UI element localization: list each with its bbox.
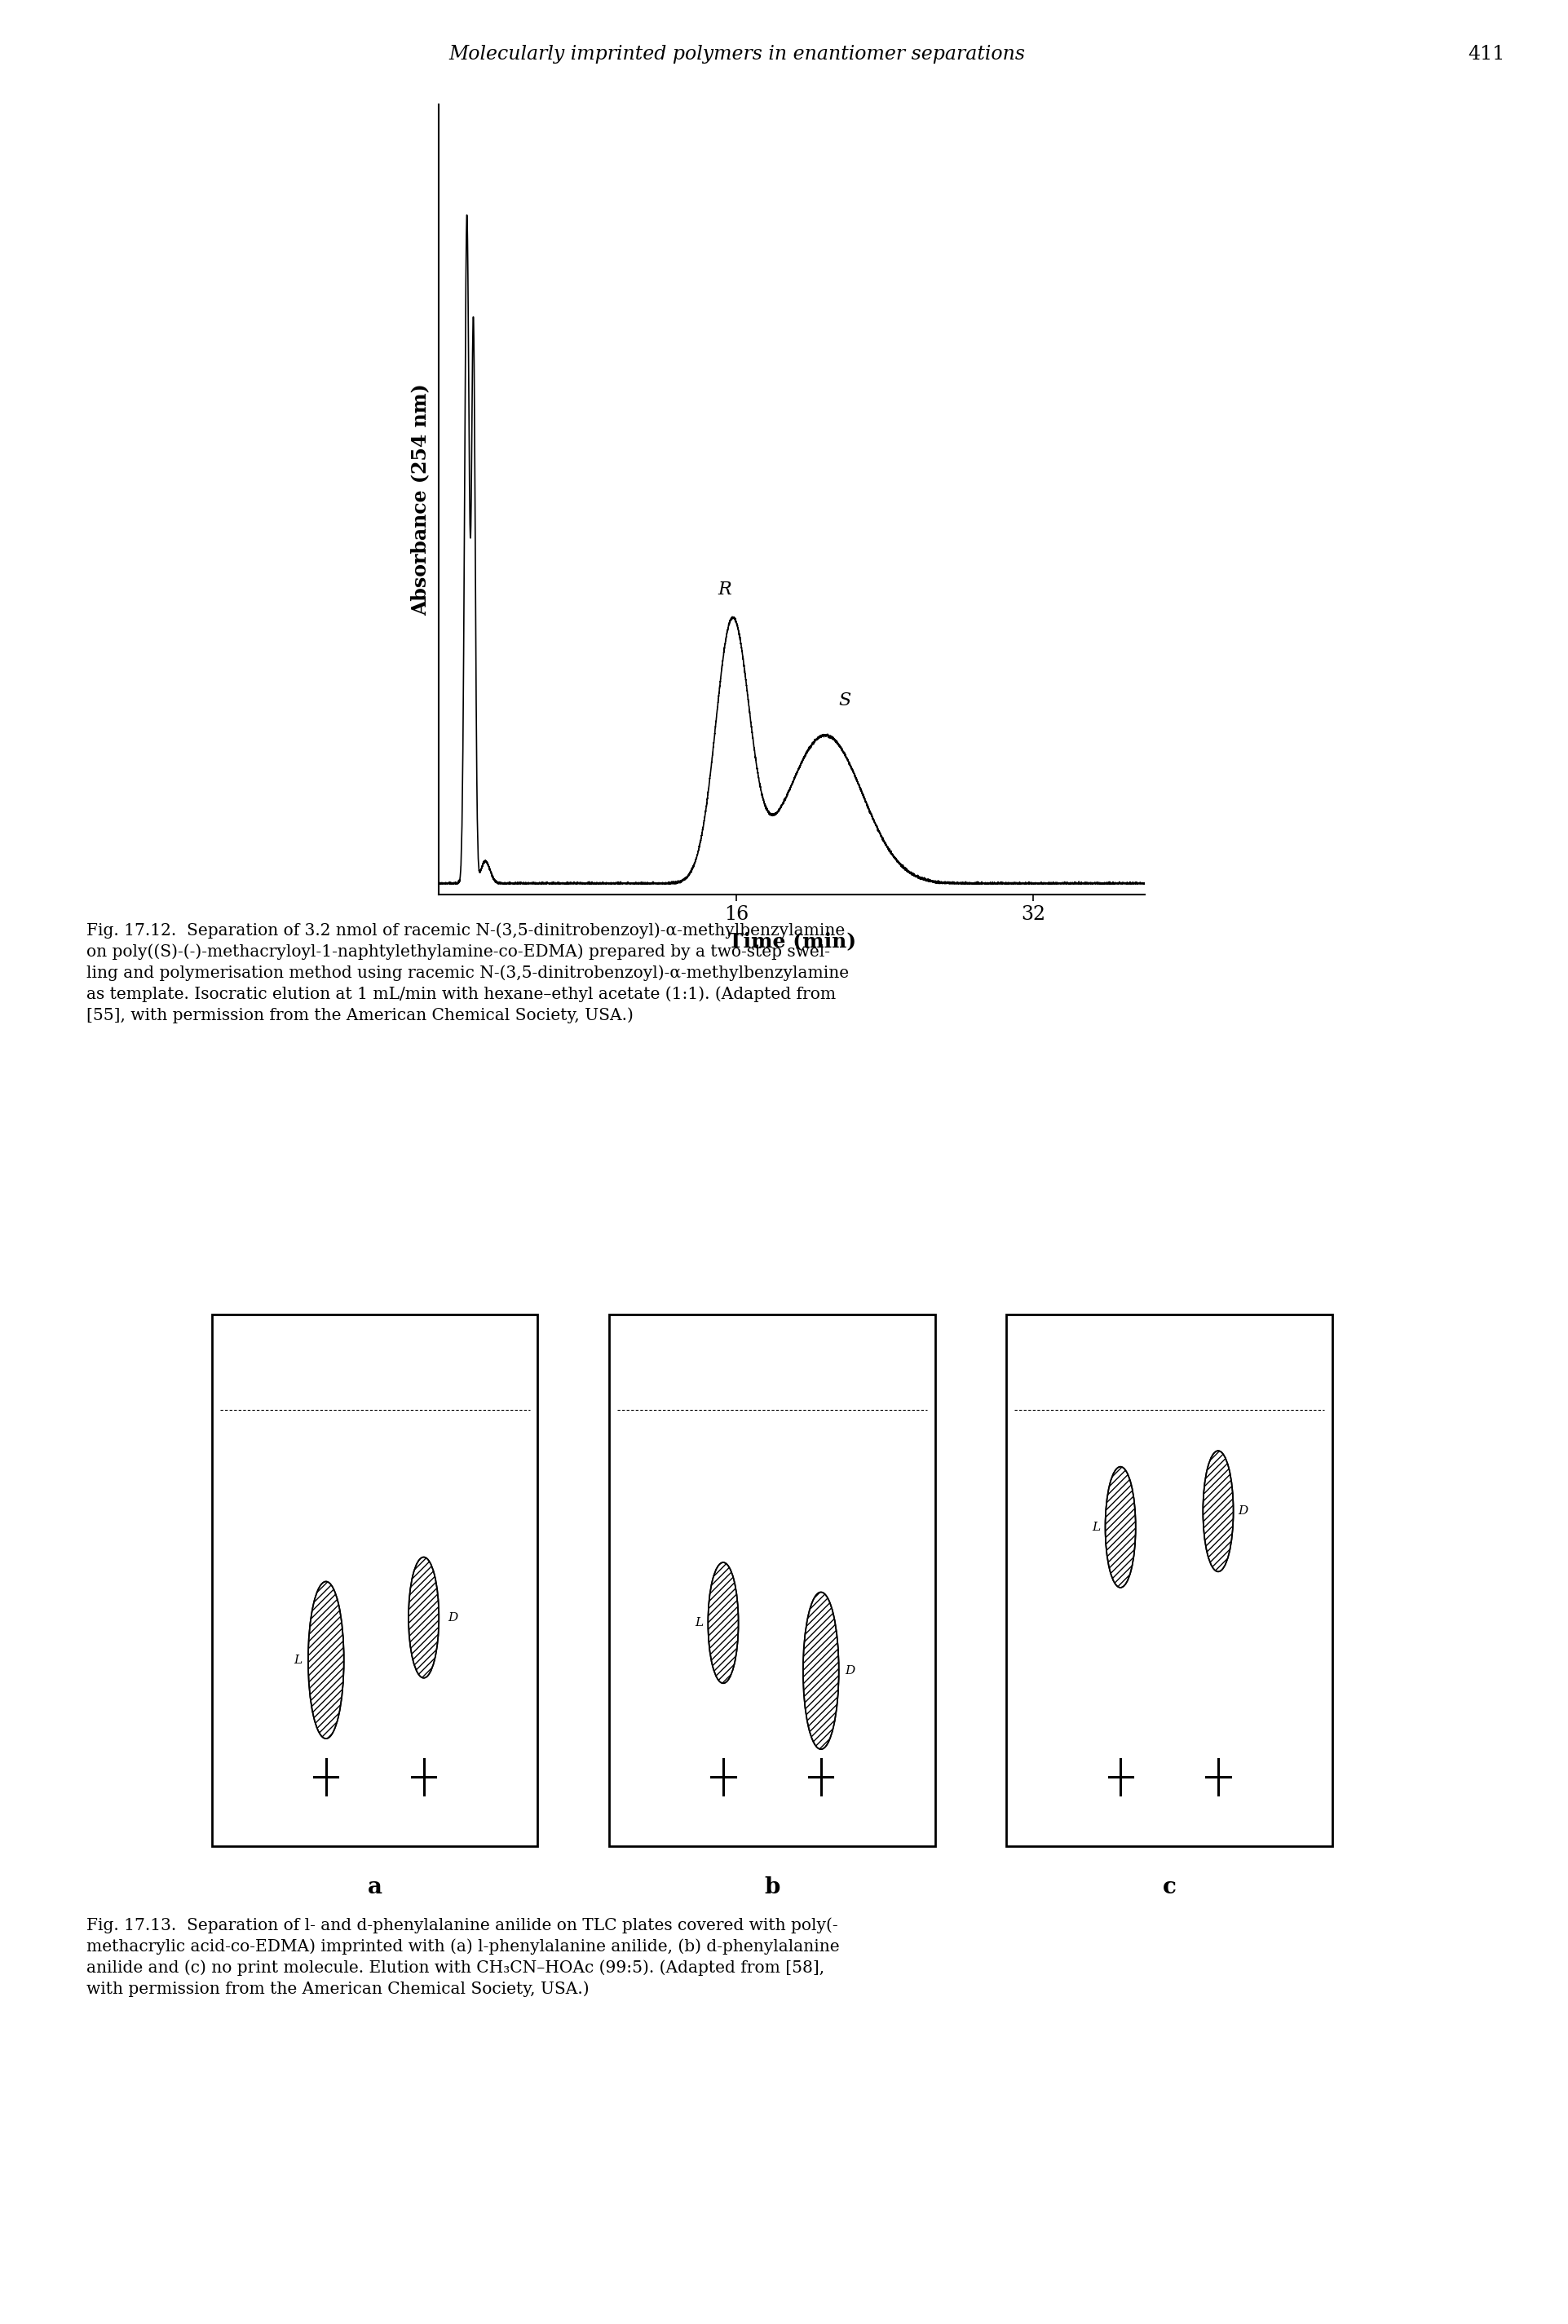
Text: R: R (718, 581, 731, 597)
Bar (610, 1315, 935, 1845)
Text: c: c (1162, 1875, 1176, 1899)
Text: L: L (293, 1655, 303, 1666)
Text: L: L (695, 1618, 704, 1629)
Ellipse shape (1105, 1466, 1135, 1587)
Text: Fig. 17.13.  Separation of l- and d-phenylalanine anilide on TLC plates covered : Fig. 17.13. Separation of l- and d-pheny… (86, 1917, 839, 1996)
Text: a: a (367, 1875, 383, 1899)
Text: L: L (1093, 1522, 1101, 1534)
Text: 411: 411 (1468, 44, 1505, 63)
X-axis label: Time (min): Time (min) (728, 932, 856, 951)
Bar (212, 1315, 538, 1845)
Ellipse shape (1203, 1450, 1234, 1571)
Text: Molecularly imprinted polymers in enantiomer separations: Molecularly imprinted polymers in enanti… (448, 44, 1025, 63)
Ellipse shape (709, 1562, 739, 1683)
Bar (1007, 1315, 1333, 1845)
Y-axis label: Absorbance (254 nm): Absorbance (254 nm) (411, 383, 430, 616)
Text: Fig. 17.12.  Separation of 3.2 nmol of racemic N-(3,5-dinitrobenzoyl)-α-methylbe: Fig. 17.12. Separation of 3.2 nmol of ra… (86, 923, 848, 1023)
Ellipse shape (803, 1592, 839, 1750)
Text: D: D (845, 1664, 855, 1676)
Text: b: b (764, 1875, 779, 1899)
Text: D: D (447, 1613, 458, 1622)
Ellipse shape (409, 1557, 439, 1678)
Text: S: S (839, 693, 851, 709)
Text: D: D (1239, 1506, 1248, 1518)
Ellipse shape (309, 1583, 343, 1738)
